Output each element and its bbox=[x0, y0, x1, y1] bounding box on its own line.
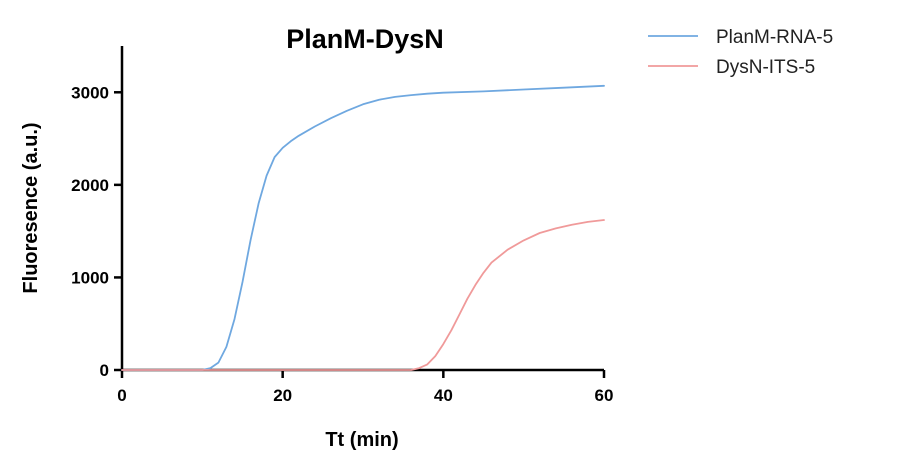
y-tick-label: 3000 bbox=[71, 83, 109, 102]
x-tick-label: 0 bbox=[117, 386, 126, 405]
y-ticks: 0 1000 2000 3000 bbox=[71, 83, 122, 380]
y-tick-label: 1000 bbox=[71, 268, 109, 287]
series-lines bbox=[121, 84, 605, 371]
x-tick-label: 40 bbox=[434, 386, 453, 405]
x-axis-title: Tt (min) bbox=[325, 429, 398, 451]
x-tick-label: 20 bbox=[273, 386, 292, 405]
y-tick-label: 0 bbox=[100, 361, 109, 380]
series-line-2 bbox=[121, 219, 605, 371]
x-ticks: 0 20 40 60 bbox=[117, 370, 613, 405]
series-line-1 bbox=[121, 84, 605, 371]
x-tick-label: 60 bbox=[595, 386, 614, 405]
y-tick-label: 2000 bbox=[71, 176, 109, 195]
plot-area: 0 20 40 60 0 1000 2000 3000 bbox=[71, 46, 613, 405]
y-axis-title: Fluoresence (a.u.) bbox=[20, 122, 42, 293]
legend-label-2: DysN-ITS-5 bbox=[716, 57, 815, 78]
legend: PlanM-RNA-5 DysN-ITS-5 bbox=[648, 27, 833, 78]
chart-title: PlanM-DysN bbox=[286, 24, 444, 54]
legend-label-1: PlanM-RNA-5 bbox=[716, 27, 833, 48]
